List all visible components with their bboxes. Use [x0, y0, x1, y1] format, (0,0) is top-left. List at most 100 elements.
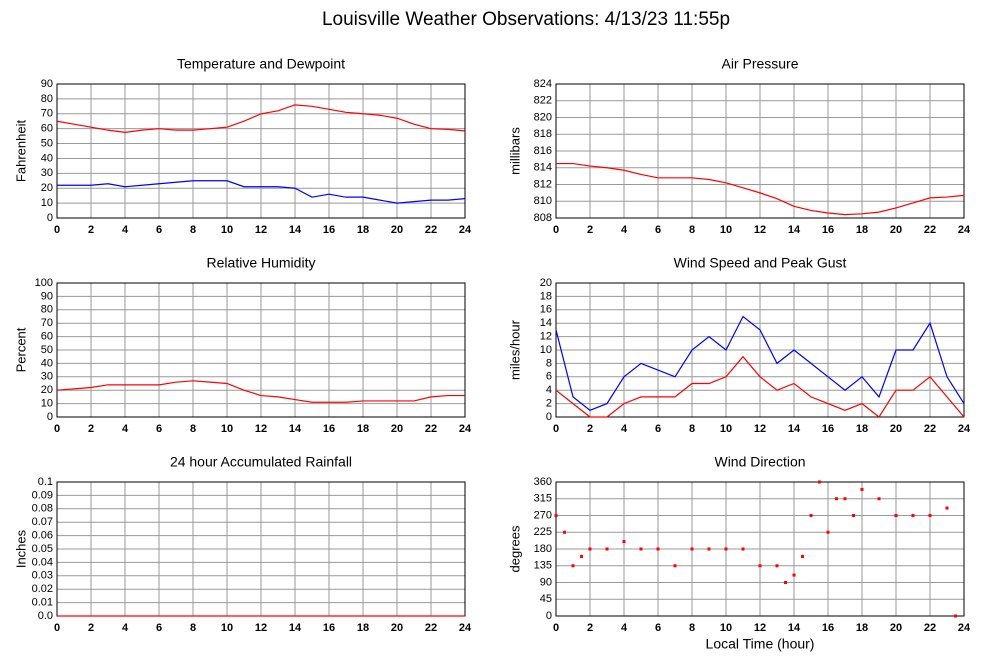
x-tick-label: 20: [890, 224, 902, 236]
x-tick-label: 12: [255, 622, 267, 634]
chart-title: Air Pressure: [721, 56, 798, 72]
y-axis-label: Fahrenheit: [13, 120, 28, 183]
y-tick-label: 20: [540, 277, 552, 289]
data-point: [775, 564, 779, 568]
x-tick-label: 4: [621, 423, 628, 435]
y-tick-label: 0: [47, 212, 53, 224]
y-tick-label: 818: [534, 128, 552, 140]
y-tick-label: 100: [35, 277, 53, 289]
y-tick-label: 0.08: [32, 503, 53, 515]
x-tick-label: 12: [255, 224, 267, 236]
y-tick-label: 2: [546, 398, 552, 410]
x-tick-label: 22: [425, 224, 437, 236]
data-point: [792, 573, 796, 577]
x-tick-label: 8: [689, 224, 695, 236]
chart-title: Wind Speed and Peak Gust: [674, 255, 847, 271]
y-tick-label: 60: [41, 123, 53, 135]
x-tick-label: 24: [459, 622, 472, 634]
x-tick-label: 4: [122, 622, 129, 634]
x-tick-label: 6: [156, 423, 162, 435]
x-tick-label: 22: [924, 423, 936, 435]
y-tick-label: 70: [41, 108, 53, 120]
x-tick-label: 6: [655, 224, 661, 236]
y-tick-label: 0.05: [32, 543, 53, 555]
x-tick-label: 10: [720, 224, 732, 236]
y-axis-label: Percent: [13, 327, 28, 372]
y-tick-label: 45: [540, 593, 552, 605]
x-tick-label: 12: [255, 423, 267, 435]
data-point: [554, 514, 558, 517]
y-tick-label: 0.04: [32, 556, 53, 568]
y-tick-label: 820: [534, 111, 552, 123]
x-tick-label: 4: [122, 423, 129, 435]
chart-title: Relative Humidity: [207, 255, 316, 271]
x-tick-label: 2: [587, 423, 593, 435]
x-tick-label: 16: [323, 423, 335, 435]
plot-frame: [555, 83, 965, 219]
x-tick-label: 8: [190, 423, 196, 435]
data-line: [56, 104, 466, 133]
x-tick-label: 12: [754, 224, 766, 236]
x-tick-label: 8: [190, 622, 196, 634]
x-tick-label: 10: [221, 423, 233, 435]
x-tick-label: 14: [289, 423, 302, 435]
data-point: [954, 614, 957, 618]
y-tick-label: 50: [41, 344, 53, 356]
y-tick-label: 0.06: [32, 530, 53, 542]
data-point: [809, 514, 813, 517]
y-tick-label: 20: [41, 384, 53, 396]
data-point: [826, 530, 830, 534]
x-tick-label: 20: [890, 423, 902, 435]
y-axis-label: degrees: [507, 525, 522, 572]
x-tick-label: 16: [323, 622, 335, 634]
y-tick-label: 810: [534, 195, 552, 207]
data-point: [639, 547, 643, 551]
y-tick-label: 60: [41, 331, 53, 343]
data-line: [556, 162, 965, 216]
x-tick-label: 16: [822, 224, 834, 236]
data-point: [894, 514, 898, 517]
x-tick-label: 18: [357, 224, 369, 236]
data-point: [571, 564, 575, 568]
x-tick-label: 24: [958, 423, 971, 435]
y-tick-label: 180: [534, 543, 552, 555]
y-tick-label: 70: [41, 317, 53, 329]
x-tick-label: 16: [822, 423, 834, 435]
y-tick-label: 40: [41, 357, 53, 369]
data-point: [860, 487, 864, 491]
x-tick-label: 24: [459, 423, 472, 435]
plot-frame: [555, 481, 965, 617]
x-tick-label: 10: [720, 622, 732, 634]
data-point: [877, 497, 881, 501]
y-tick-label: 90: [540, 576, 552, 588]
y-tick-label: 0.07: [32, 516, 53, 528]
y-tick-label: 0.0: [38, 610, 53, 622]
y-tick-label: 0.02: [32, 583, 53, 595]
x-tick-label: 20: [391, 423, 403, 435]
y-tick-label: 40: [41, 152, 53, 164]
x-tick-label: 20: [391, 224, 403, 236]
data-point: [563, 530, 566, 534]
x-tick-label: 12: [754, 423, 766, 435]
data-point: [784, 581, 787, 584]
data-point: [741, 547, 745, 551]
data-point: [673, 564, 677, 568]
y-tick-label: 0: [47, 411, 53, 423]
data-point: [852, 514, 855, 517]
x-tick-label: 0: [553, 224, 559, 236]
data-line: [555, 355, 965, 418]
y-tick-label: 135: [534, 560, 552, 572]
y-tick-label: 50: [41, 137, 53, 149]
x-tick-label: 8: [689, 622, 695, 634]
x-tick-label: 2: [587, 622, 593, 634]
y-tick-label: 12: [540, 331, 552, 343]
y-tick-label: 0: [546, 610, 552, 622]
y-axis-label: miles/hour: [507, 319, 522, 380]
y-tick-label: 0: [546, 411, 552, 423]
y-tick-label: 30: [41, 167, 53, 179]
x-tick-label: 6: [655, 423, 661, 435]
x-tick-label: 22: [924, 622, 936, 634]
y-tick-label: 80: [41, 93, 53, 105]
x-tick-label: 18: [856, 224, 868, 236]
x-tick-label: 0: [54, 423, 60, 435]
